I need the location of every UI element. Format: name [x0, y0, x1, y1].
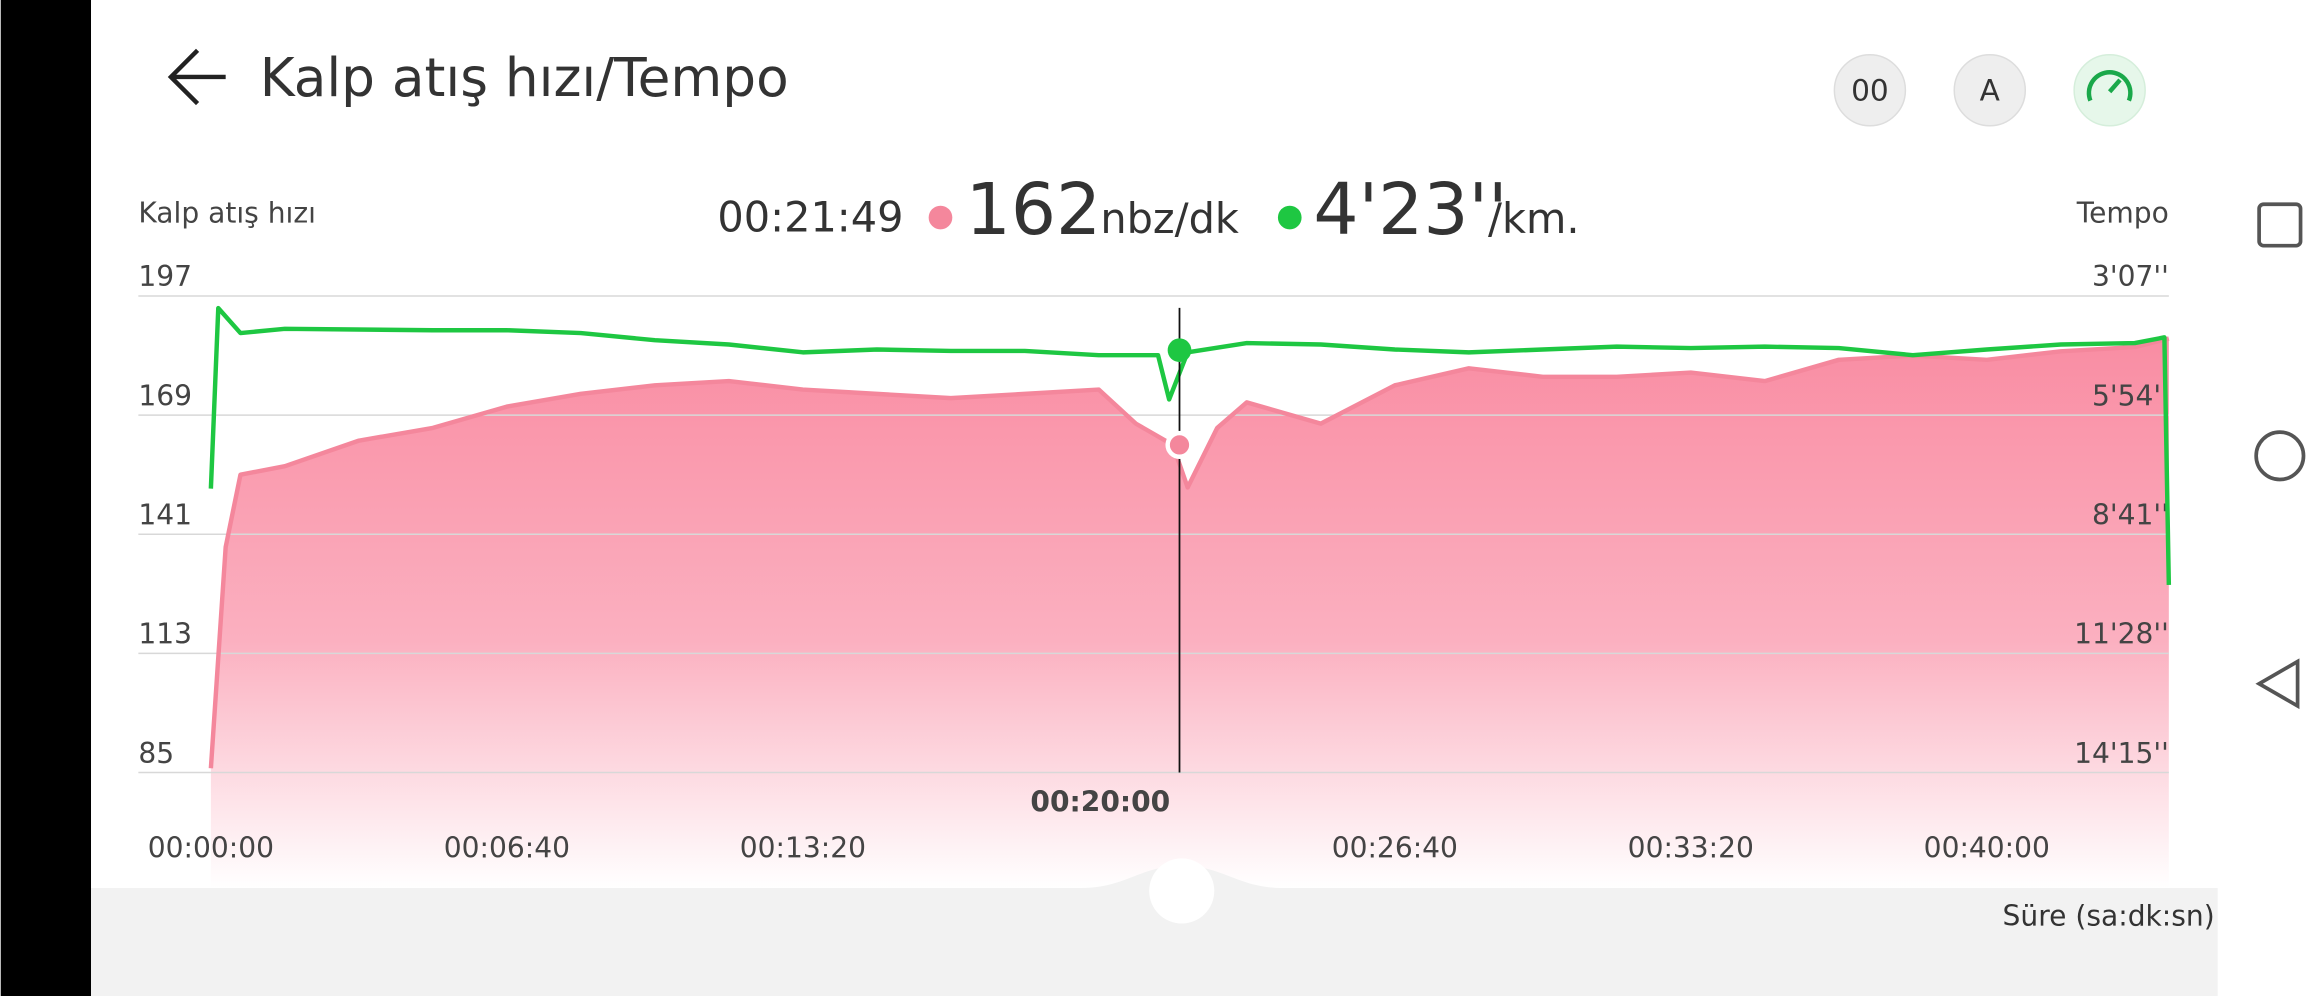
y2-tick-label: 11'28'' — [2074, 618, 2169, 651]
x-tick-label: 00:06:40 — [444, 831, 570, 864]
plot: 197 169 141 113 85 3'07'' 5'54'' 8'41'' 11'28'' 1… — [138, 260, 2172, 888]
back-button[interactable] — [167, 48, 226, 106]
y-axis-label: Kalp atış hızı — [138, 197, 316, 230]
left-bezel — [0, 0, 92, 996]
y2-tick-label: 14'15'' — [2074, 737, 2169, 770]
y-tick-label: 141 — [138, 498, 192, 531]
y2-tick-label: 3'07'' — [2092, 260, 2169, 293]
steps-button[interactable] — [1833, 54, 1907, 127]
y2-axis-label: Tempo — [2076, 197, 2169, 230]
elevation-icon: A — [1980, 73, 2000, 107]
x-tick-label: 00:13:20 — [740, 831, 866, 864]
elevation-button[interactable] — [1953, 54, 2027, 127]
x-tick-label: 00:20:00 — [1030, 786, 1170, 819]
nav-back[interactable] — [2255, 658, 2300, 710]
y-tick-label: 85 — [138, 737, 174, 770]
series-line — [208, 305, 2172, 585]
readout-pace: 4'23'' — [1313, 168, 1507, 251]
bottom-panel — [91, 865, 2218, 996]
y2-tick-label: 8'41'' — [2092, 498, 2169, 531]
hr-area — [210, 338, 2169, 888]
speedometer-icon — [2086, 70, 2133, 102]
readout-hr-unit: nbz/dk — [1100, 195, 1239, 243]
hr-legend-dot — [928, 205, 953, 230]
y-tick-label: 169 — [138, 379, 192, 412]
speedometer-needle — [2107, 78, 2122, 94]
cursor-pace-dot — [1167, 338, 1192, 363]
steps-icon: 00 — [1851, 73, 1889, 107]
x-axis-label: Süre (sa:dk:sn) — [2003, 900, 2215, 933]
y2-tick-label: 5'54'' — [2092, 379, 2169, 412]
scrub-handle[interactable] — [1149, 858, 1215, 924]
y-tick-label: 197 — [138, 260, 192, 293]
cursor-hr-dot — [1165, 430, 1194, 459]
page-title: Kalp atış hızı/Tempo — [260, 47, 789, 109]
x-tick-label: 00:00:00 — [148, 831, 274, 864]
y-tick-label: 113 — [138, 618, 192, 651]
readout-hr: 162 — [966, 168, 1102, 251]
x-tick-label: 00:40:00 — [1924, 831, 2050, 864]
nav-recents[interactable] — [2257, 202, 2303, 248]
x-tick-label: 00:33:20 — [1628, 831, 1754, 864]
readout-pace-unit: /km. — [1488, 195, 1579, 243]
nav-home[interactable] — [2254, 430, 2306, 482]
pace-legend-dot — [1277, 205, 1302, 230]
readout-time: 00:21:49 — [717, 194, 903, 242]
x-tick-label: 00:26:40 — [1332, 831, 1458, 864]
